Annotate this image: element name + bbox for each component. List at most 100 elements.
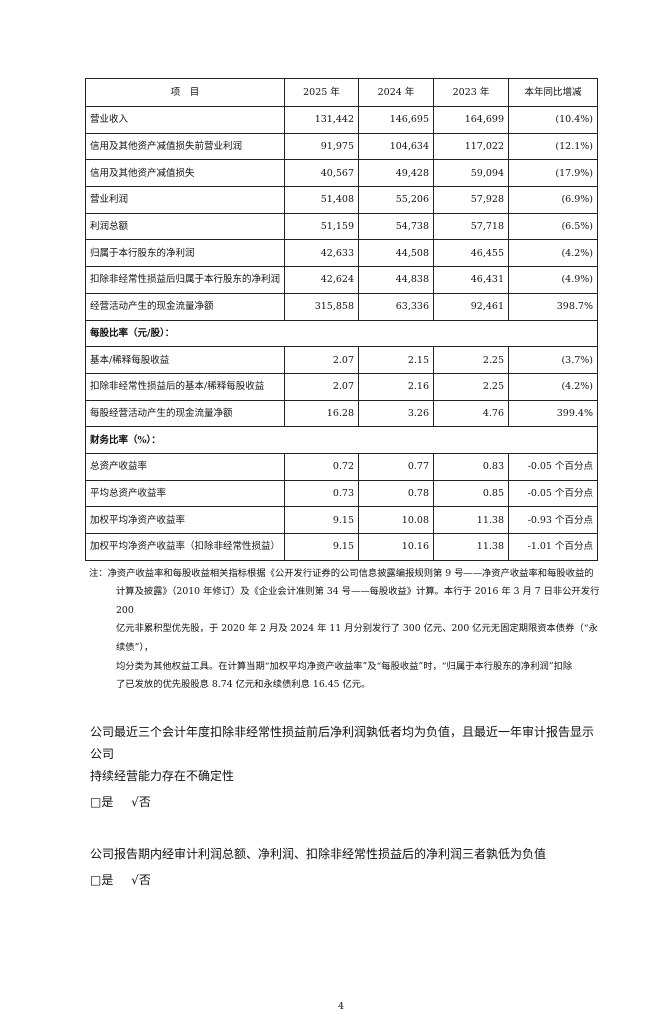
row-label: 扣除非经常性损益后的基本/稀释每股收益: [85, 372, 285, 401]
table-row: 信用及其他资产减值损失 40,567 49,428 59,094 (17.9%): [85, 159, 598, 188]
section-label: 财务比率（%）：: [85, 426, 598, 454]
table-cell: -1.01 个百分点: [508, 533, 598, 561]
table-footnote: 注：净资产收益率和每股收益相关指标根据《公开发行证券的公司信息披露编报规则第 9…: [89, 565, 605, 695]
table-cell: 10.08: [358, 506, 434, 534]
row-label: 扣除非经常性损益后归属于本行股东的净利润: [85, 266, 285, 294]
table-cell: 44,508: [358, 239, 434, 268]
row-label: 加权平均净资产收益率（扣除非经常性损益）: [85, 533, 285, 561]
table-cell: 46,431: [433, 266, 509, 294]
table-row: 平均总资产收益率 0.73 0.78 0.85 -0.05 个百分点: [85, 479, 598, 508]
table-row: 营业利润 51,408 55,206 57,928 (6.9%): [85, 186, 598, 214]
column-header: 2025 年: [284, 78, 359, 107]
row-label: 利润总额: [85, 212, 285, 241]
table-cell: 0.73: [284, 479, 359, 508]
table-cell: 46,455: [433, 239, 509, 268]
table-cell: 51,408: [284, 186, 359, 214]
section-label: 每股比率（元/股）：: [85, 319, 598, 348]
table-cell: 49,428: [358, 159, 434, 188]
table-cell: 3.26: [358, 399, 434, 428]
footnote-line: 均分类为其他权益工具。在计算当期“加权平均净资产收益率”及“每股收益”时，“归属…: [116, 660, 573, 672]
table-cell: 42,633: [284, 239, 359, 268]
table-cell: (6.5%): [508, 212, 598, 241]
table-cell: 104,634: [358, 132, 434, 161]
footnote-line: 了已发放的优先股股息 8.74 亿元和永续债利息 16.45 亿元。: [116, 679, 371, 691]
question-1-text: 公司最近三个会计年度扣除非经常性损益前后净利润孰低者均为负值，且最近一年审计报告…: [90, 721, 605, 787]
footnote-line: 注：净资产收益率和每股收益相关指标根据《公开发行证券的公司信息披露编报规则第 9…: [89, 567, 594, 579]
table-cell: (4.9%): [508, 266, 598, 294]
footnote-line: 亿元非累积型优先股，于 2020 年 2 月及 2024 年 11 月分别发行了…: [116, 623, 598, 654]
row-label: 营业收入: [85, 106, 285, 134]
table-cell: 10.16: [358, 533, 434, 561]
table-cell: 42,624: [284, 266, 359, 294]
table-cell: 59,094: [433, 159, 509, 188]
table-cell: 398.7%: [508, 292, 598, 321]
table-cell: (4.2%): [508, 239, 598, 268]
table-cell: 2.15: [358, 346, 434, 374]
table-cell: 54,738: [358, 212, 434, 241]
table-row: 信用及其他资产减值损失前营业利润 91,975 104,634 117,022 (12.…: [85, 132, 598, 161]
row-label: 加权平均净资产收益率: [85, 506, 285, 534]
table-cell: 92,461: [433, 292, 509, 321]
row-label: 信用及其他资产减值损失: [85, 159, 285, 188]
table-cell: 399.4%: [508, 399, 598, 428]
financial-summary-table: 项 目 2025 年 2024 年 2023 年本年同比增减 营业收入 131,442 14…: [85, 78, 598, 561]
question-1-options: □是 √否: [90, 791, 605, 813]
table-row: 归属于本行股东的净利润 42,633 44,508 46,455 (4.2%): [85, 239, 598, 268]
table-cell: 2.25: [433, 372, 509, 401]
table-row: 加权平均净资产收益率 9.15 10.08 11.38 -0.93 个百分点: [85, 506, 598, 534]
option-yes-checkbox[interactable]: □是: [90, 794, 114, 809]
table-cell: 11.38: [433, 533, 509, 561]
table-row: 总资产收益率 0.72 0.77 0.83 -0.05 个百分点: [85, 452, 598, 481]
table-cell: 0.83: [433, 452, 509, 481]
row-label: 营业利润: [85, 186, 285, 214]
table-cell: 0.72: [284, 452, 359, 481]
option-no-checkbox[interactable]: √否: [131, 794, 151, 809]
question-2-options: □是 √否: [90, 869, 605, 891]
table-cell: 9.15: [284, 533, 359, 561]
table-header-row: 项 目 2025 年 2024 年 2023 年本年同比增减: [85, 78, 598, 107]
table-cell: (4.2%): [508, 372, 598, 401]
table-cell: 2.07: [284, 372, 359, 401]
question-2-text: 公司报告期内经审计利润总额、净利润、扣除非经常性损益后的净利润三者孰低为负值: [90, 843, 605, 865]
table-row: 每股经营活动产生的现金流量净额 16.28 3.26 4.76 399.4%: [85, 399, 598, 428]
row-label: 经营活动产生的现金流量净额: [85, 292, 285, 321]
table-row: 加权平均净资产收益率（扣除非经常性损益） 9.15 10.16 11.38 -1.01 …: [85, 533, 598, 561]
table-cell: 11.38: [433, 506, 509, 534]
option-yes-checkbox[interactable]: □是: [90, 872, 114, 887]
table-cell: 315,858: [284, 292, 359, 321]
table-cell: 164,699: [433, 106, 509, 134]
table-cell: 0.85: [433, 479, 509, 508]
table-cell: 44,838: [358, 266, 434, 294]
column-header: 2023 年: [433, 78, 509, 107]
table-cell: 117,022: [433, 132, 509, 161]
table-row: 扣除非经常性损益后归属于本行股东的净利润 42,624 44,838 46,431 (4…: [85, 266, 598, 294]
table-row: 扣除非经常性损益后的基本/稀释每股收益 2.07 2.16 2.25 (4.2%): [85, 372, 598, 401]
table-cell: 57,718: [433, 212, 509, 241]
table-row: 经营活动产生的现金流量净额 315,858 63,336 92,461 398.7%: [85, 292, 598, 321]
table-cell: (3.7%): [508, 346, 598, 374]
table-cell: 91,975: [284, 132, 359, 161]
table-cell: 2.16: [358, 372, 434, 401]
column-header: 本年同比增减: [508, 78, 598, 107]
table-cell: (17.9%): [508, 159, 598, 188]
question-2-line: 公司报告期内经审计利润总额、净利润、扣除非经常性损益后的净利润三者孰低为负值: [90, 846, 547, 861]
page-number: 4: [337, 1000, 345, 1012]
table-cell: 0.77: [358, 452, 434, 481]
table-cell: (6.9%): [508, 186, 598, 214]
table-cell: 9.15: [284, 506, 359, 534]
table-cell: 57,928: [433, 186, 509, 214]
row-label: 平均总资产收益率: [85, 479, 285, 508]
column-header: 项 目: [85, 78, 285, 107]
table-cell: 16.28: [284, 399, 359, 428]
table-cell: 40,567: [284, 159, 359, 188]
table-cell: 63,336: [358, 292, 434, 321]
table-cell: (10.4%): [508, 106, 598, 134]
option-no-checkbox[interactable]: √否: [131, 872, 151, 887]
question-1-line: 持续经营能力存在不确定性: [90, 768, 235, 783]
section-header-row: 财务比率（%）：: [85, 426, 598, 454]
table-cell: 55,206: [358, 186, 434, 214]
table-cell: (12.1%): [508, 132, 598, 161]
row-label: 每股经营活动产生的现金流量净额: [85, 399, 285, 428]
footnote-line: 计算及披露》（2010 年修订）及《企业会计准则第 34 号——每股收益》计算。…: [116, 586, 600, 616]
table-cell: 4.76: [433, 399, 509, 428]
